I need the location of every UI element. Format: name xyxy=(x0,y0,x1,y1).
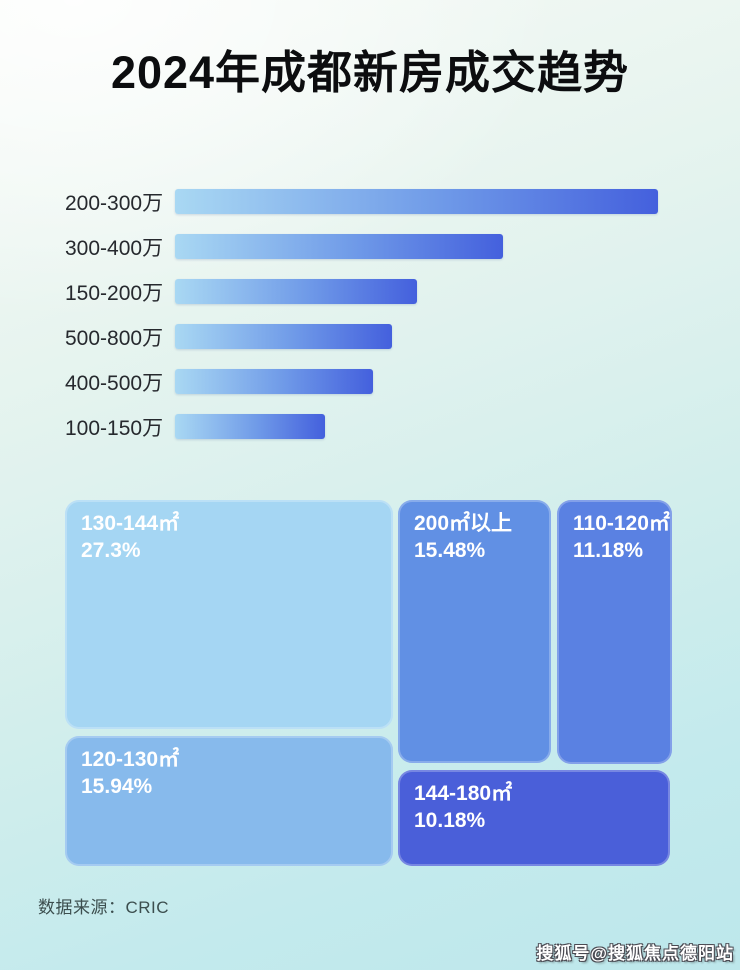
area-share-treemap: 130-144㎡ 27.3% 120-130㎡ 15.94% 200㎡以上 15.48% 1… xyxy=(65,497,672,867)
bar-track xyxy=(175,279,658,304)
treemap-cell: 144-180㎡ 10.18% xyxy=(398,770,670,866)
bar-row: 400-500万 xyxy=(65,359,675,404)
bar-category-label: 100-150万 xyxy=(65,416,164,440)
treemap-cell-label: 200㎡以上 xyxy=(414,512,513,535)
bar-category-label: 150-200万 xyxy=(65,281,164,305)
bar-fill xyxy=(175,369,374,394)
treemap-cell-value: 27.3% xyxy=(81,539,141,563)
treemap-cell-label: 110-120㎡ xyxy=(573,512,670,535)
bar-fill xyxy=(175,324,393,349)
treemap-cell: 200㎡以上 15.48% xyxy=(398,500,551,763)
bar-row: 200-300万 xyxy=(65,179,675,224)
watermark-text: 搜狐号@搜狐焦点德阳站 xyxy=(536,944,734,963)
treemap-cell-label: 144-180㎡ xyxy=(414,782,513,805)
bar-fill xyxy=(175,279,417,304)
bar-row: 100-150万 xyxy=(65,404,675,449)
treemap-cell: 110-120㎡ 11.18% xyxy=(557,500,672,764)
bar-row: 150-200万 xyxy=(65,269,675,314)
bar-fill xyxy=(175,234,504,259)
page-title: 2024年成都新房成交趋势 xyxy=(110,47,630,98)
bar-fill xyxy=(175,189,658,214)
treemap-cell-value: 11.18% xyxy=(573,539,644,563)
price-range-bar-chart: 200-300万 300-400万 150-200万 500-800万 400-500万… xyxy=(65,179,675,449)
treemap-cell: 130-144㎡ 27.3% xyxy=(65,500,393,729)
bar-row: 300-400万 xyxy=(65,224,675,269)
treemap-cell-label: 130-144㎡ xyxy=(81,512,180,535)
treemap-cell: 120-130㎡ 15.94% xyxy=(65,736,393,866)
bar-track xyxy=(175,189,658,214)
bar-category-label: 300-400万 xyxy=(65,236,164,260)
data-source-label: 数据来源：CRIC xyxy=(38,898,170,917)
bar-category-label: 500-800万 xyxy=(65,326,164,350)
bar-category-label: 400-500万 xyxy=(65,371,164,395)
bar-track xyxy=(175,369,658,394)
bar-row: 500-800万 xyxy=(65,314,675,359)
treemap-cell-label: 120-130㎡ xyxy=(81,748,180,771)
bar-fill xyxy=(175,414,325,439)
treemap-cell-value: 10.18% xyxy=(414,809,486,833)
bar-track xyxy=(175,324,658,349)
bar-category-label: 200-300万 xyxy=(65,191,164,215)
treemap-cell-value: 15.94% xyxy=(81,775,153,799)
bar-track xyxy=(175,234,658,259)
bar-track xyxy=(175,414,658,439)
treemap-cell-value: 15.48% xyxy=(414,539,486,563)
